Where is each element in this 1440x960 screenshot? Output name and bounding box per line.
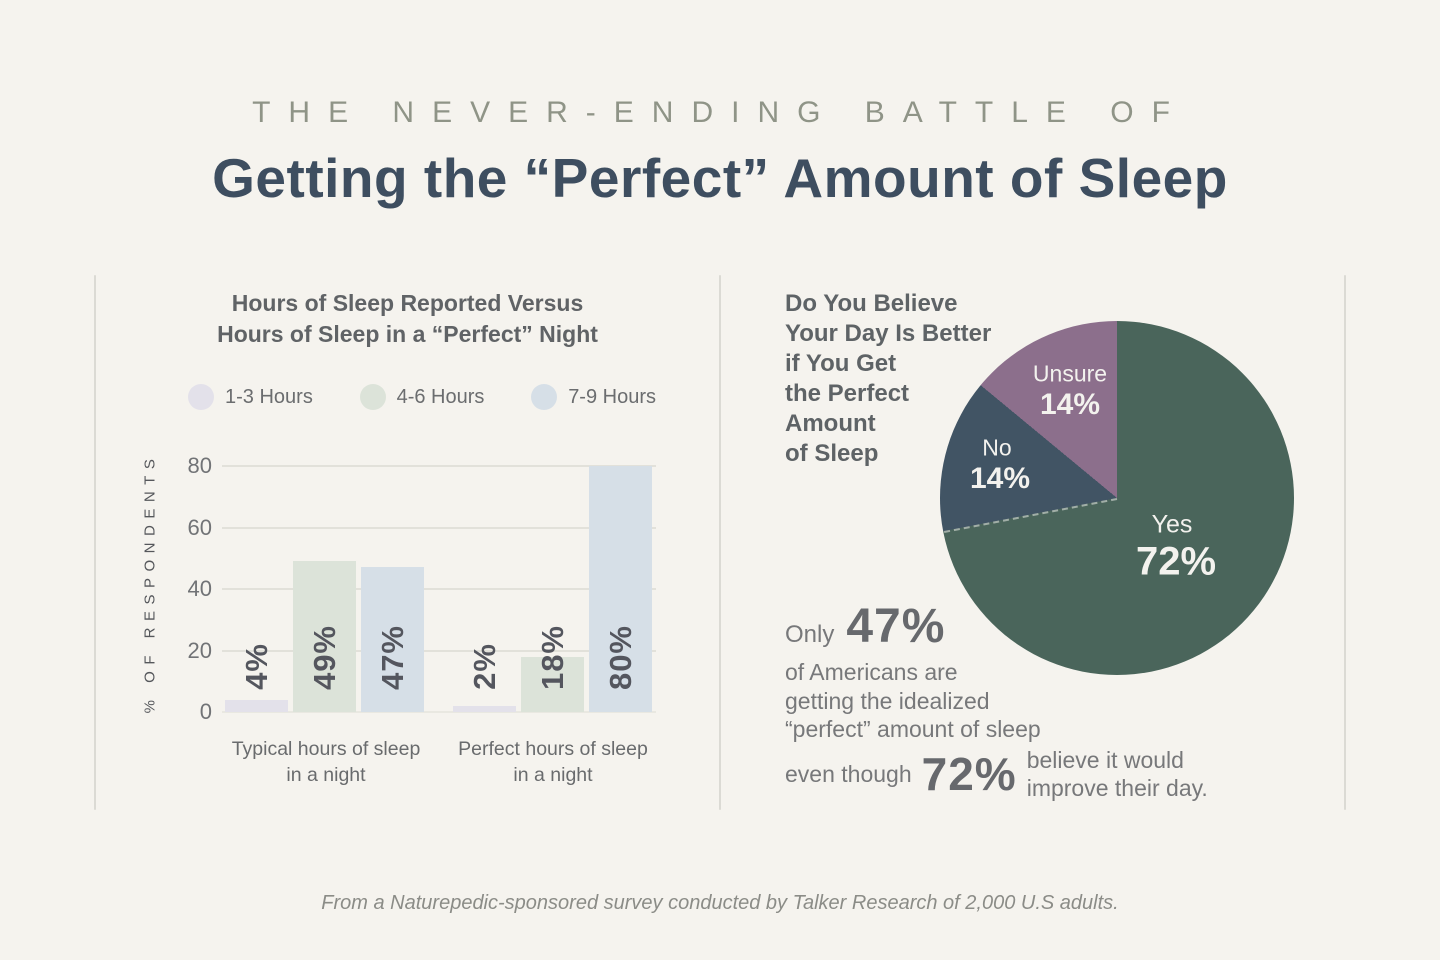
bar-value-label: 49% [307, 624, 342, 690]
callout-body-line: “perfect” amount of sleep [785, 716, 1041, 742]
legend-label: 4-6 Hours [396, 385, 485, 408]
legend-label: 1-3 Hours [225, 385, 313, 408]
legend-label: 7-9 Hours [568, 385, 656, 408]
bar-4-6-hours [293, 561, 356, 712]
page-title: Getting the “Perfect” Amount of Sleep [212, 147, 1228, 209]
bar-1-3-hours [453, 705, 516, 712]
bar-1-3-hours [225, 699, 288, 712]
pie-label-no: No [982, 434, 1012, 461]
pie-label-unsure: Unsure [1032, 360, 1108, 387]
gridline [222, 465, 656, 467]
x-category-label: Typical hours of sleep in a night [231, 738, 421, 786]
pie-title-line: of Sleep [785, 440, 879, 467]
gridline [222, 526, 656, 529]
pie-value-no: 14% [969, 462, 1031, 495]
pie-title-line: Do You Believe [785, 290, 958, 317]
bar-7-9-hours [589, 466, 652, 712]
callout-prefix: Only [785, 621, 835, 648]
callout-body: of Americans are getting the idealized “… [785, 658, 1225, 744]
callout-line1: Only 47% [785, 599, 1225, 654]
bar-7-9-hours [361, 567, 424, 712]
callout-text-block: Only 47% of Americans are getting the id… [785, 599, 1225, 803]
gridline [222, 588, 656, 590]
pie-title-line: the Perfect [785, 380, 910, 407]
divider-right [1344, 275, 1346, 810]
y-axis-label: % OF RESPONDENTS [141, 452, 159, 714]
legend-item: 4-6 Hours [359, 384, 485, 410]
pie-circle [940, 321, 1294, 675]
callout-suffix: believe it would improve their day. [1027, 746, 1208, 803]
pie-title-line: Amount [785, 410, 876, 437]
pie-label-yes: Yes [1151, 510, 1193, 539]
callout-row: even though 72% believe it would improve… [785, 746, 1225, 803]
pie-value-yes: 72% [1135, 539, 1217, 584]
y-tick-label: 40 [187, 576, 212, 601]
legend-item: 1-3 Hours [188, 384, 313, 410]
y-tick-label: 60 [187, 514, 212, 540]
divider-left [94, 275, 96, 810]
y-tick-label: 20 [187, 637, 212, 663]
gridline [222, 711, 656, 713]
bar-value-label: 80% [603, 624, 638, 690]
legend-item: 7-9 Hours [531, 384, 656, 410]
bar-4-6-hours [521, 656, 584, 712]
pie-title-line: Your Day Is Better [785, 320, 992, 347]
callout-suffix-line1: believe it would [1026, 746, 1184, 773]
callout-body-line: of Americans are [785, 659, 958, 685]
bar-value-label: 18% [535, 624, 570, 690]
bar-chart-title-line2: Hours of Sleep in a “Perfect” Night [217, 321, 598, 347]
callout-stat-47: 47% [846, 600, 946, 653]
pie-title-line: if You Get [785, 350, 897, 377]
bar-chart-title: Hours of Sleep Reported Versus Hours of … [95, 288, 720, 350]
eyebrow-title: THE NEVER-ENDING BATTLE OF [252, 96, 1188, 129]
gridline [222, 649, 656, 652]
bar-value-label: 4% [239, 643, 274, 690]
y-tick-label: 0 [199, 699, 212, 724]
pie-chart-title: Do You Believe Your Day Is Better if You G… [785, 289, 991, 469]
bar-value-label: 2% [467, 643, 502, 690]
y-tick-label: 80 [187, 453, 212, 478]
bar-chart-title-line1: Hours of Sleep Reported Versus [231, 290, 584, 316]
legend-swatch-icon [188, 384, 214, 410]
bar-chart-legend: 1-3 Hours 4-6 Hours 7-9 Hours [188, 384, 656, 410]
callout-suffix-line2: improve their day. [1026, 775, 1208, 801]
pie-value-unsure: 14% [1039, 388, 1101, 421]
divider-middle [719, 275, 721, 810]
x-category-label: Perfect hours of sleep in a night [458, 738, 648, 786]
callout-body-line: getting the idealized [785, 687, 990, 714]
bar-value-label: 47% [375, 624, 410, 690]
legend-swatch-icon [531, 384, 558, 410]
callout-even-though: even though [785, 760, 912, 787]
source-note: From a Naturepedic-sponsored survey cond… [321, 892, 1119, 914]
legend-swatch-icon [359, 384, 386, 410]
callout-stat-72: 72% [921, 748, 1017, 800]
